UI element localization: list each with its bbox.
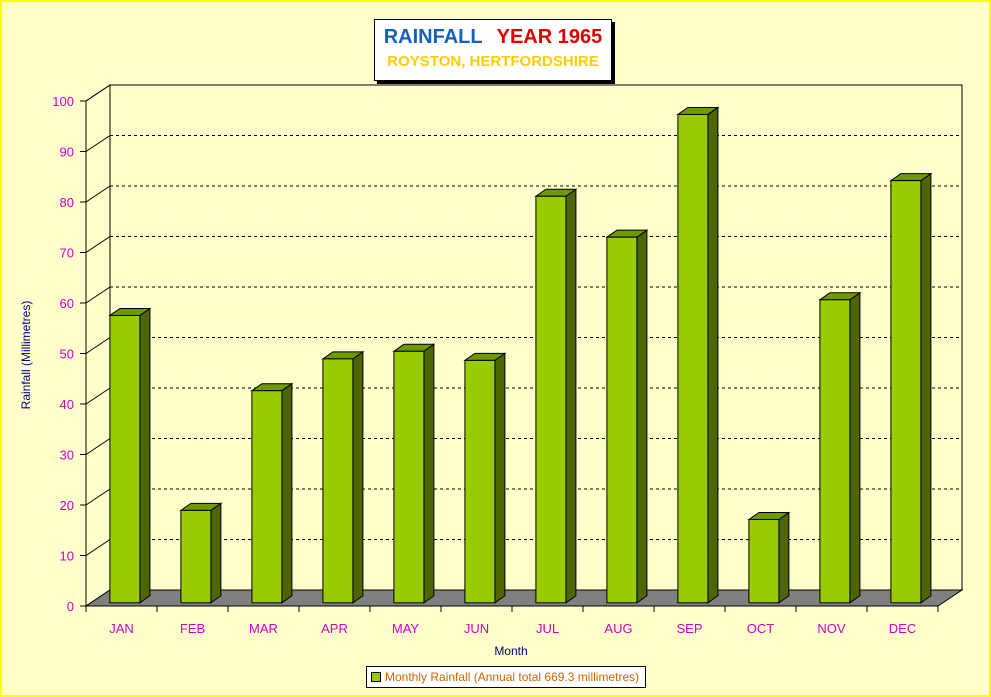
bar-jul — [534, 188, 578, 604]
bar-side — [778, 511, 790, 604]
legend-swatch — [371, 672, 381, 682]
x-tick-label: OCT — [747, 621, 775, 636]
x-tick-label: MAY — [392, 621, 420, 636]
bar-front — [109, 314, 141, 604]
chart-subtitle: ROYSTON, HERTFORDSHIRE — [387, 53, 599, 70]
bar-jun — [463, 352, 507, 604]
x-tick-label: FEB — [180, 621, 205, 636]
gridline-side — [85, 337, 111, 354]
bar-sep — [676, 106, 720, 604]
gridline-side — [85, 185, 111, 203]
y-tick-label: 10 — [60, 549, 74, 564]
y-axis: 0 10 20 30 40 50 60 70 80 90 100 — [52, 94, 87, 614]
x-tick-label: NOV — [817, 621, 846, 636]
bar-side — [849, 291, 861, 604]
gridline-side — [85, 135, 111, 152]
gridline-side — [85, 236, 111, 253]
gridline-side — [85, 539, 111, 556]
y-tick-label: 60 — [60, 296, 74, 311]
y-tick-label: 40 — [60, 397, 74, 412]
bar-front — [606, 236, 638, 604]
title-year: YEAR 1965 — [496, 26, 603, 48]
bar-front — [393, 350, 425, 604]
bar-side — [281, 382, 293, 604]
bar-feb — [179, 502, 223, 604]
y-tick-label: 90 — [60, 145, 74, 160]
x-tick-label: JUN — [464, 621, 489, 636]
gridline-side — [85, 488, 111, 506]
gridline-side — [85, 387, 111, 405]
bar-front — [890, 180, 922, 604]
bar-side — [636, 229, 648, 604]
y-tick-label: 70 — [60, 246, 74, 261]
bar-side — [565, 188, 577, 604]
x-tick-label: DEC — [889, 621, 916, 636]
legend-label: Monthly Rainfall (Annual total 669.3 mil… — [385, 670, 640, 684]
x-axis-title: Month — [494, 644, 527, 658]
bar-aug — [605, 229, 649, 604]
y-tick-label: 50 — [60, 347, 74, 362]
x-tick-label: MAR — [249, 621, 278, 636]
bar-side — [423, 343, 435, 604]
bar-jan — [108, 307, 152, 604]
bar-front — [180, 509, 212, 604]
bar-side — [352, 350, 364, 604]
bar-front — [251, 390, 283, 604]
gridline-side — [85, 438, 111, 455]
y-tick-label: 0 — [67, 599, 74, 614]
bar-mar — [250, 382, 294, 604]
y-tick-label: 20 — [60, 498, 74, 513]
bar-nov — [818, 291, 862, 604]
x-tick-label: SEP — [676, 621, 702, 636]
bar-dec — [889, 172, 933, 604]
bar-side — [920, 172, 932, 604]
gridline-side — [85, 286, 111, 304]
chart-title: RAINFALL YEAR 1965 — [375, 26, 611, 49]
x-tick-label: JUL — [536, 621, 559, 636]
title-rainfall: RAINFALL — [383, 26, 483, 48]
bar-apr — [321, 350, 365, 604]
bar-side — [139, 307, 151, 604]
bar-front — [819, 299, 851, 604]
y-tick-label: 100 — [52, 94, 74, 109]
bar-may — [392, 343, 436, 604]
bar-side — [707, 106, 719, 604]
bars — [108, 106, 933, 604]
bar-front — [322, 358, 354, 604]
x-tick-label: AUG — [604, 621, 632, 636]
y-tick-label: 80 — [60, 195, 74, 210]
chart-title-box: RAINFALL YEAR 1965 ROYSTON, HERTFORDSHIRE — [374, 19, 612, 81]
y-tick-label: 30 — [60, 448, 74, 463]
legend: Monthly Rainfall (Annual total 669.3 mil… — [366, 666, 647, 688]
y-axis-title: Rainfall (Millimetres) — [19, 301, 33, 410]
bar-front — [748, 518, 780, 604]
bar-front — [464, 359, 496, 604]
gridline-side — [85, 84, 111, 102]
x-tick-label: JAN — [109, 621, 134, 636]
bar-front — [677, 113, 709, 604]
x-tick-label: APR — [321, 621, 348, 636]
x-axis: JAN FEB MAR APR MAY JUN JUL AUG SEP OCT NOV DEC — [85, 605, 939, 636]
bar-front — [535, 195, 567, 604]
bar-oct — [747, 511, 791, 604]
bar-side — [210, 502, 222, 604]
bar-side — [494, 352, 506, 604]
